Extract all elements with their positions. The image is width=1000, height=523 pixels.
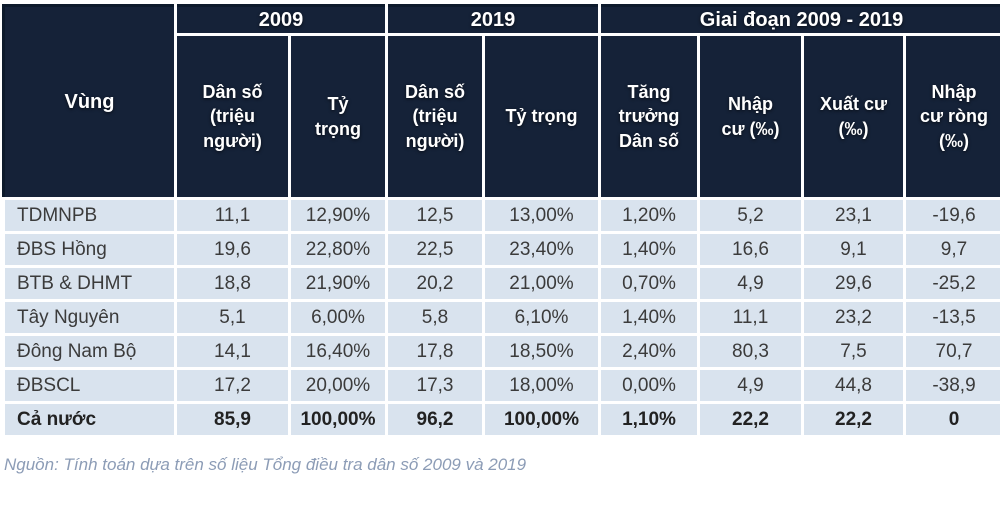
data-cell: 16,6 [697,231,804,268]
data-cell: 22,5 [385,231,485,268]
data-cell: -19,6 [903,197,1000,234]
data-cell: 13,00% [482,197,601,234]
data-cell: 20,2 [385,265,485,302]
data-cell: 14,1 [174,333,291,370]
year-group-period: Giai đoạn 2009 - 2019 [598,4,1000,36]
data-cell: 17,8 [385,333,485,370]
col-header-population-2019: Dân số (triệu người) [385,33,485,200]
data-cell: 0,00% [598,367,700,404]
region-cell: TDMNPB [2,197,177,234]
data-cell: 17,2 [174,367,291,404]
data-cell: 9,7 [903,231,1000,268]
data-cell: 12,5 [385,197,485,234]
data-cell: -38,9 [903,367,1000,404]
data-cell: 11,1 [174,197,291,234]
data-cell: 21,00% [482,265,601,302]
data-cell: 29,6 [801,265,906,302]
data-cell: 23,2 [801,299,906,336]
data-cell: 0,70% [598,265,700,302]
col-header-outmigration: Xuất cư (‰) [801,33,906,200]
data-cell: 22,2 [697,401,804,438]
table-row-dong-nam-bo: Đông Nam Bộ 14,1 16,40% 17,8 18,50% 2,40… [2,333,1000,370]
data-cell: -25,2 [903,265,1000,302]
source-note: Nguồn: Tính toán dựa trên số liệu Tổng đ… [4,455,527,474]
data-cell: 19,6 [174,231,291,268]
data-cell: 100,00% [288,401,388,438]
data-cell: 21,90% [288,265,388,302]
col-header-growth: Tăng trưởng Dân số [598,33,700,200]
region-cell: Đông Nam Bộ [2,333,177,370]
data-cell: -13,5 [903,299,1000,336]
region-column-header: Vùng [2,4,177,200]
data-cell: 22,80% [288,231,388,268]
data-cell: 23,1 [801,197,906,234]
data-cell: 2,40% [598,333,700,370]
table-row-tay-nguyen: Tây Nguyên 5,1 6,00% 5,8 6,10% 1,40% 11,… [2,299,1000,336]
data-cell: 4,9 [697,367,804,404]
data-cell: 6,10% [482,299,601,336]
year-group-2009: 2009 [174,4,388,36]
region-cell: ĐBSCL [2,367,177,404]
data-cell: 100,00% [482,401,601,438]
table-row-dbs-hong: ĐBS Hồng 19,6 22,80% 22,5 23,40% 1,40% 1… [2,231,1000,268]
data-cell: 80,3 [697,333,804,370]
data-cell: 5,1 [174,299,291,336]
data-cell: 70,7 [903,333,1000,370]
data-cell: 1,40% [598,231,700,268]
data-cell: 12,90% [288,197,388,234]
data-cell: 7,5 [801,333,906,370]
data-cell: 96,2 [385,401,485,438]
data-cell: 20,00% [288,367,388,404]
year-header-row: Vùng 2009 2019 Giai đoạn 2009 - 2019 [2,4,1000,200]
data-cell: 1,20% [598,197,700,234]
data-cell: 6,00% [288,299,388,336]
col-header-share-2019: Tỷ trọng [482,33,601,200]
data-cell: 1,40% [598,299,700,336]
col-header-inmigration: Nhập cư (‰) [697,33,804,200]
region-cell: BTB & DHMT [2,265,177,302]
data-cell: 4,9 [697,265,804,302]
data-cell: 22,2 [801,401,906,438]
region-cell: ĐBS Hồng [2,231,177,268]
data-cell: 11,1 [697,299,804,336]
table-body: TDMNPB 11,1 12,90% 12,5 13,00% 1,20% 5,2… [2,197,1000,438]
region-cell: Tây Nguyên [2,299,177,336]
data-cell: 18,00% [482,367,601,404]
data-cell: 5,2 [697,197,804,234]
data-cell: 0 [903,401,1000,438]
data-cell: 17,3 [385,367,485,404]
data-cell: 18,50% [482,333,601,370]
data-cell: 23,40% [482,231,601,268]
region-cell-total: Cả nước [2,401,177,438]
data-cell: 18,8 [174,265,291,302]
col-header-share-2009: Tỷ trọng [288,33,388,200]
table-header: Vùng 2009 2019 Giai đoạn 2009 - 2019 Dân… [2,4,1000,200]
population-table: Vùng 2009 2019 Giai đoạn 2009 - 2019 Dân… [2,4,1000,438]
col-header-population-2009: Dân số (triệu người) [174,33,291,200]
table-row-tdmnpb: TDMNPB 11,1 12,90% 12,5 13,00% 1,20% 5,2… [2,197,1000,234]
sub-header-row: Dân số (triệu người) Tỷ trọng Dân số (tr… [4,33,1000,200]
table-row-btb-dhmt: BTB & DHMT 18,8 21,90% 20,2 21,00% 0,70%… [2,265,1000,302]
table-row-dbscl: ĐBSCL 17,2 20,00% 17,3 18,00% 0,00% 4,9 … [2,367,1000,404]
table-row-total: Cả nước 85,9 100,00% 96,2 100,00% 1,10% … [2,401,1000,438]
data-cell: 9,1 [801,231,906,268]
col-header-net-migration: Nhập cư ròng (‰) [903,33,1000,200]
data-cell: 1,10% [598,401,700,438]
data-cell: 5,8 [385,299,485,336]
data-cell: 44,8 [801,367,906,404]
year-group-2019: 2019 [385,4,601,36]
data-cell: 16,40% [288,333,388,370]
data-cell: 85,9 [174,401,291,438]
